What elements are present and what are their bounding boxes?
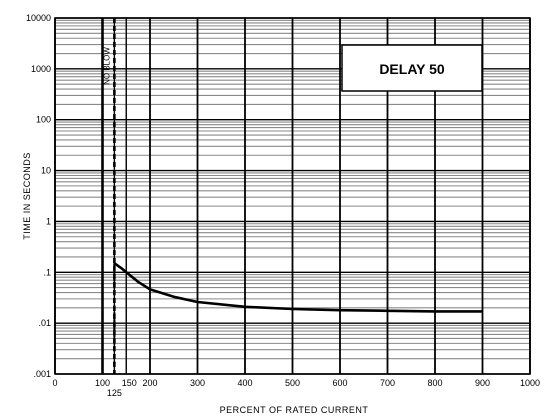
y-tick-label: .1 [43, 267, 51, 277]
y-tick-label: .001 [33, 369, 51, 379]
x-tick-label: 300 [190, 378, 205, 388]
y-tick-label: 1 [46, 216, 51, 226]
x-tick-label: 400 [237, 378, 252, 388]
x-tick-label: 700 [380, 378, 395, 388]
x-tick-label: 0 [52, 378, 57, 388]
y-tick-label: .01 [38, 318, 51, 328]
y-axis-label: TIME IN SECONDS [22, 152, 32, 240]
chart-title: DELAY 50 [379, 61, 445, 77]
reference-line-label: NO BLOW [103, 47, 112, 85]
x-tick-label: 800 [427, 378, 442, 388]
x-tick-label-extra: 125 [107, 388, 122, 398]
x-axis-label: PERCENT OF RATED CURRENT [220, 405, 369, 415]
plot-frame [54, 17, 531, 375]
x-tick-label: 600 [332, 378, 347, 388]
x-tick-label: 500 [285, 378, 300, 388]
y-tick-labels: .001 .01 .1 1 10 100 1000 10000 [26, 13, 51, 379]
y-tick-label: 100 [36, 115, 51, 125]
y-tick-label: 1000 [31, 64, 51, 74]
x-tick-label-extra: 150 [122, 378, 137, 388]
title-box: DELAY 50 [341, 44, 483, 92]
y-tick-label: 10 [41, 166, 51, 176]
y-tick-label: 10000 [26, 13, 51, 23]
x-tick-label: 100 [95, 378, 110, 388]
series-line [113, 262, 483, 313]
x-tick-label: 200 [142, 378, 157, 388]
series-layer [113, 262, 483, 368]
x-tick-label: 900 [475, 378, 490, 388]
x-tick-label: 1000 [520, 378, 540, 388]
